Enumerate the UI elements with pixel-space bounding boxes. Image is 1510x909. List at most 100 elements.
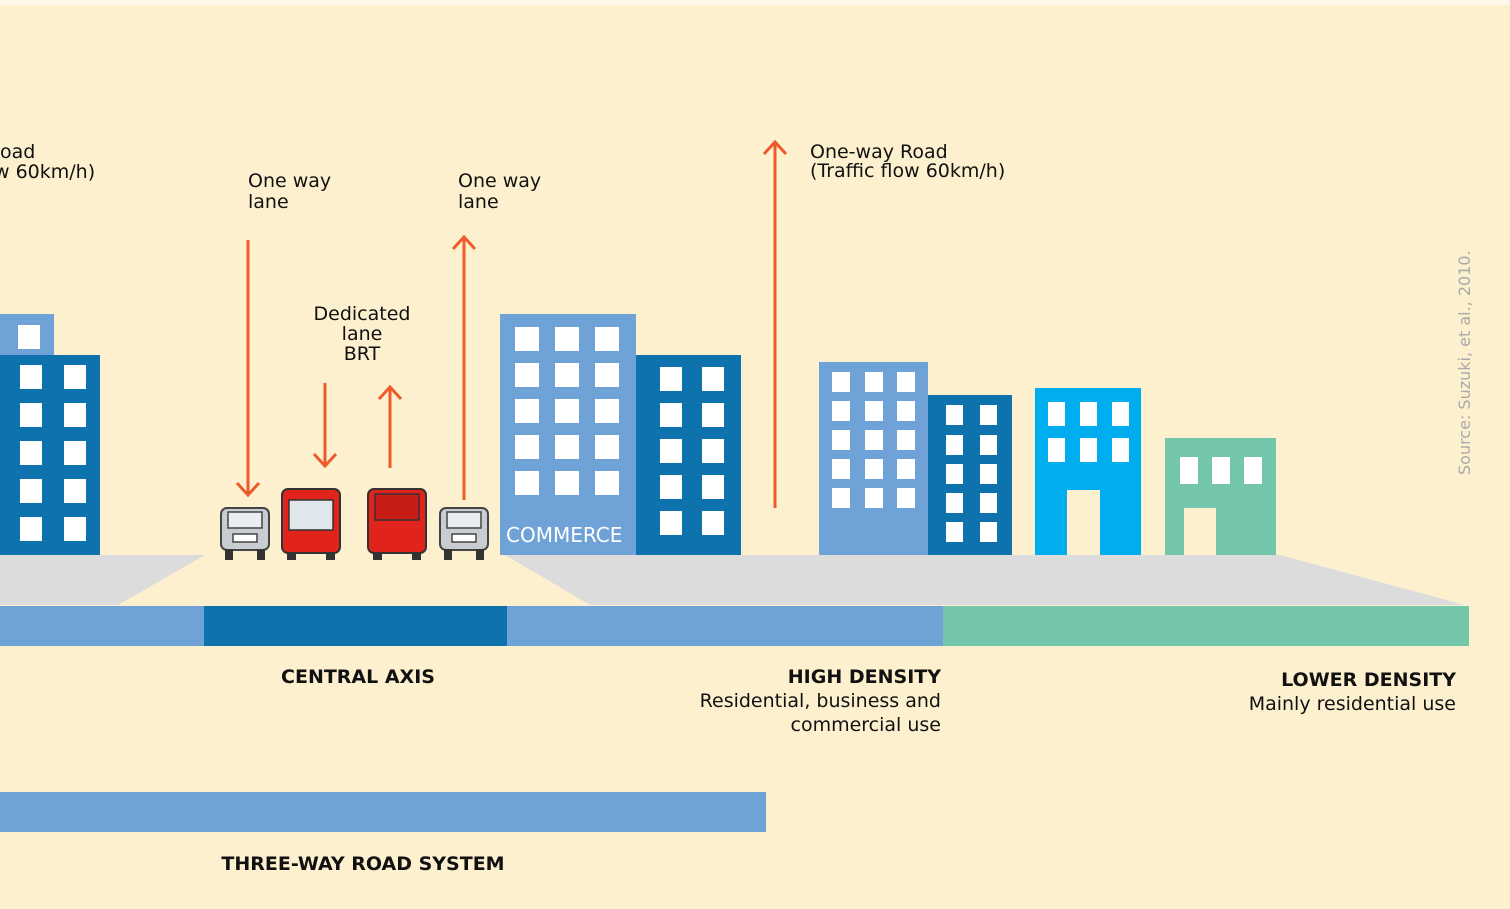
zone-label: CENTRAL AXIS (281, 666, 435, 688)
wheel (326, 552, 335, 560)
window (64, 365, 86, 389)
car-window (227, 511, 263, 529)
label-line: BRT (344, 343, 381, 365)
road-left (0, 555, 205, 605)
road-system-bar (0, 792, 766, 832)
source: Source: Suzuki, et al., 2010. (1455, 250, 1474, 475)
label-line: oad (0, 141, 35, 163)
window (20, 403, 42, 427)
window (832, 488, 850, 508)
window (1048, 402, 1065, 426)
window (897, 430, 915, 450)
label-line: lane (458, 191, 499, 213)
window (980, 405, 997, 425)
arrow-head (451, 234, 477, 251)
window (1112, 402, 1129, 426)
window (865, 459, 883, 479)
window (946, 522, 963, 542)
window (702, 511, 724, 535)
window (595, 435, 619, 459)
bus-window (374, 493, 420, 521)
car-grille (451, 533, 477, 543)
window (515, 435, 539, 459)
window (18, 325, 40, 349)
window (20, 479, 42, 503)
window (865, 488, 883, 508)
window (595, 363, 619, 387)
top-edge (0, 0, 1510, 5)
arrow-head (235, 481, 261, 498)
window (555, 363, 579, 387)
label-line: Mainly residential use (1249, 693, 1456, 715)
window (20, 365, 42, 389)
arrow-head (377, 384, 403, 401)
window (865, 372, 883, 392)
arrow-head (312, 452, 338, 469)
window (897, 401, 915, 421)
label-line: LOWER DENSITY (1281, 669, 1456, 691)
zone-bar (204, 606, 507, 646)
window (555, 327, 579, 351)
label-line: lane (248, 191, 289, 213)
door (1067, 490, 1100, 555)
window (555, 435, 579, 459)
label-line: w 60km/h) (0, 161, 95, 183)
system-label: THREE-WAY ROAD SYSTEM (221, 853, 504, 875)
window (702, 403, 724, 427)
arrows (235, 139, 788, 508)
label-line: Residential, business and (700, 690, 941, 712)
window (555, 471, 579, 495)
label: One-way Road (Traffic flow 60km/h) (810, 141, 1005, 182)
window (1048, 438, 1065, 462)
label-line: lane (342, 323, 383, 345)
zone-bar (943, 606, 1469, 646)
window (64, 441, 86, 465)
window (660, 403, 682, 427)
window (595, 471, 619, 495)
window (980, 493, 997, 513)
building (636, 355, 741, 555)
door (1184, 508, 1216, 555)
zone-label: HIGH DENSITY Residential, business and com… (700, 666, 942, 736)
window (1112, 438, 1129, 462)
window (660, 475, 682, 499)
wheel (476, 549, 484, 560)
label-line: commercial use (791, 714, 942, 736)
window (1080, 402, 1097, 426)
window (832, 459, 850, 479)
car-grille (232, 533, 258, 543)
window (660, 439, 682, 463)
window (64, 479, 86, 503)
zone-bar (507, 606, 943, 646)
window (64, 517, 86, 541)
window (660, 511, 682, 535)
window (946, 464, 963, 484)
window (515, 327, 539, 351)
window (980, 522, 997, 542)
label-line: (Traffic flow 60km/h) (810, 160, 1005, 182)
zone-bar (0, 606, 204, 646)
window (702, 367, 724, 391)
window (897, 459, 915, 479)
buildings (0, 314, 1276, 555)
window (1080, 438, 1097, 462)
window (515, 471, 539, 495)
window (64, 403, 86, 427)
wheel (412, 552, 421, 560)
window (20, 441, 42, 465)
wheel (444, 549, 452, 560)
label-line: One way (248, 170, 331, 192)
window (946, 435, 963, 455)
window (1212, 457, 1230, 484)
window (20, 517, 42, 541)
label-line: One way (458, 170, 541, 192)
window (865, 430, 883, 450)
arrow-head (762, 139, 788, 156)
window (660, 367, 682, 391)
building (928, 395, 1012, 555)
window (515, 363, 539, 387)
window (595, 399, 619, 423)
wheel (373, 552, 382, 560)
